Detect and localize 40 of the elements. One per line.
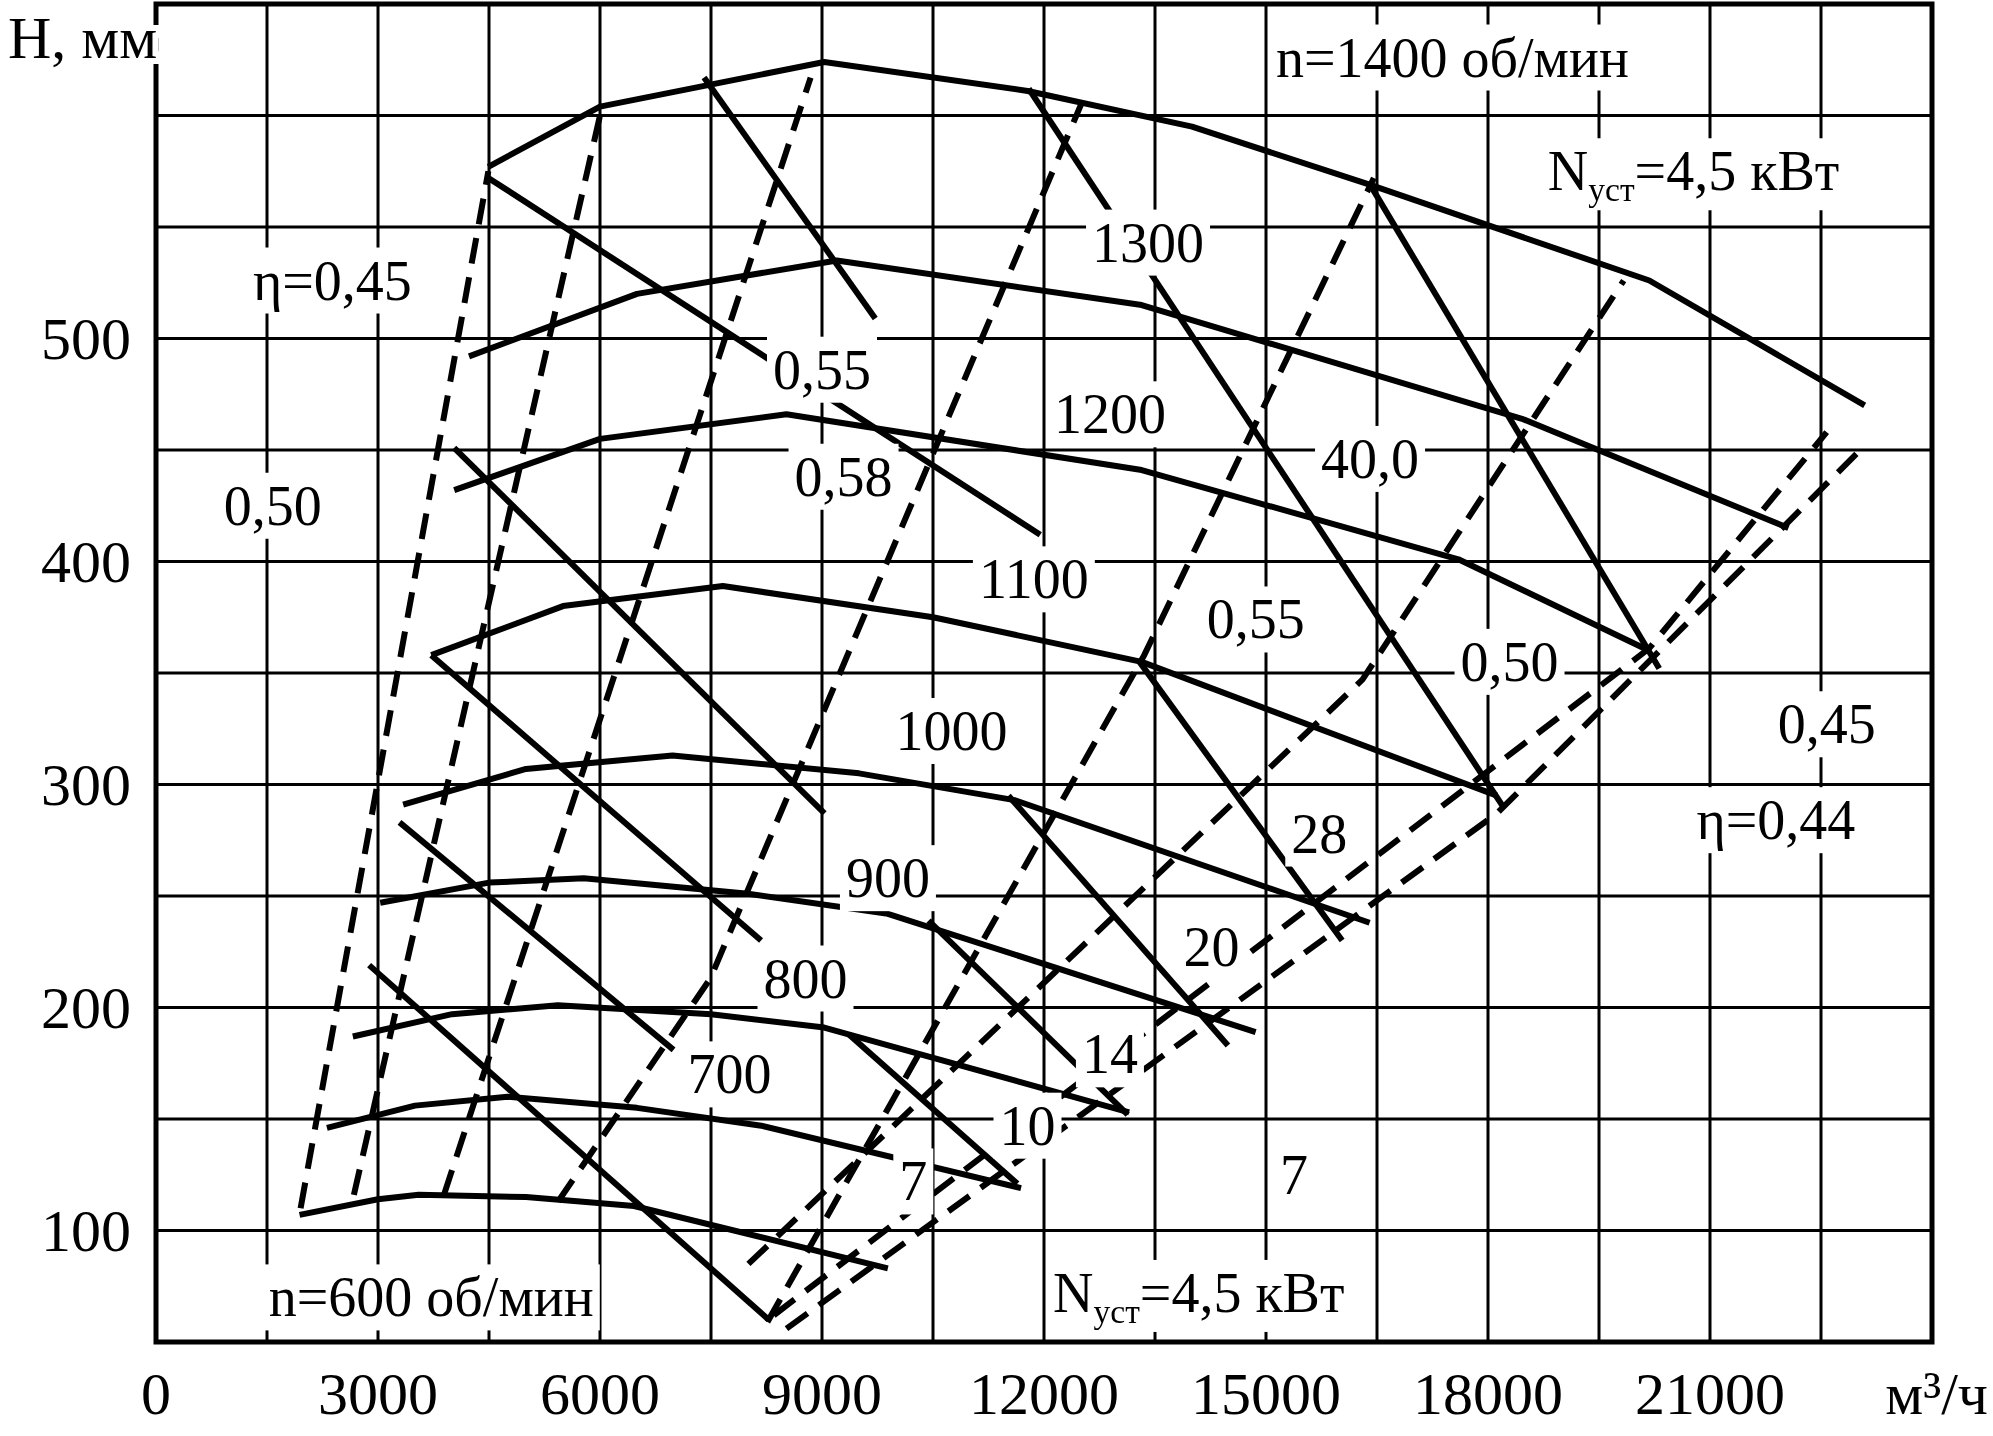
annotation: n=600 об/мин xyxy=(268,1266,594,1329)
x-tick-label: 0 xyxy=(141,1361,171,1427)
x-tick-label: 21000 xyxy=(1635,1361,1785,1427)
x-tick-label: 6000 xyxy=(540,1361,660,1427)
annotation: 1000 xyxy=(895,699,1008,762)
x-tick-label: 12000 xyxy=(969,1361,1119,1427)
annotation: 1100 xyxy=(978,548,1089,611)
annotation: 0,55 xyxy=(773,338,871,401)
annotation: 900 xyxy=(845,847,930,910)
annotation: 0,50 xyxy=(223,474,322,537)
annotation: 7 xyxy=(899,1150,928,1213)
annotation: 0,55 xyxy=(1206,588,1305,651)
annotation: 7 xyxy=(1279,1143,1308,1206)
annotation: η=0,44 xyxy=(1696,789,1856,852)
x-tick-label: 18000 xyxy=(1413,1361,1563,1427)
annotation: 1200 xyxy=(1053,383,1166,446)
annotation: n=1400 об/мин xyxy=(1275,26,1629,89)
annotation: 40,0 xyxy=(1321,427,1420,490)
x-tick-label: 3000 xyxy=(318,1361,438,1427)
annotation: 10 xyxy=(999,1094,1056,1157)
annotation: 1300 xyxy=(1092,211,1205,274)
x-tick-label: 15000 xyxy=(1191,1361,1341,1427)
annotation: 14 xyxy=(1081,1023,1138,1086)
annotation: 28 xyxy=(1291,802,1348,865)
y-tick-label: 300 xyxy=(41,751,131,818)
annotation: 0,50 xyxy=(1460,630,1559,693)
annotation: 800 xyxy=(763,947,848,1010)
annotation: N$_{уст}$=4,5 кВт xyxy=(1053,1261,1345,1330)
annotation: 0,45 xyxy=(1777,693,1876,756)
y-tick-label: 400 xyxy=(41,528,131,595)
annotation: 0,58 xyxy=(794,445,893,508)
y-tick-label: 200 xyxy=(41,974,131,1041)
y-tick-label: 100 xyxy=(41,1197,131,1264)
annotation: η=0,45 xyxy=(252,249,412,312)
annotation: 700 xyxy=(687,1043,772,1106)
annotation: N$_{уст}$=4,5 кВт xyxy=(1547,140,1840,209)
x-tick-label: 9000 xyxy=(762,1361,882,1427)
annotation: 20 xyxy=(1183,916,1240,979)
y-tick-label: 500 xyxy=(41,305,131,372)
x-axis-title: м³/ч xyxy=(1885,1361,1988,1427)
